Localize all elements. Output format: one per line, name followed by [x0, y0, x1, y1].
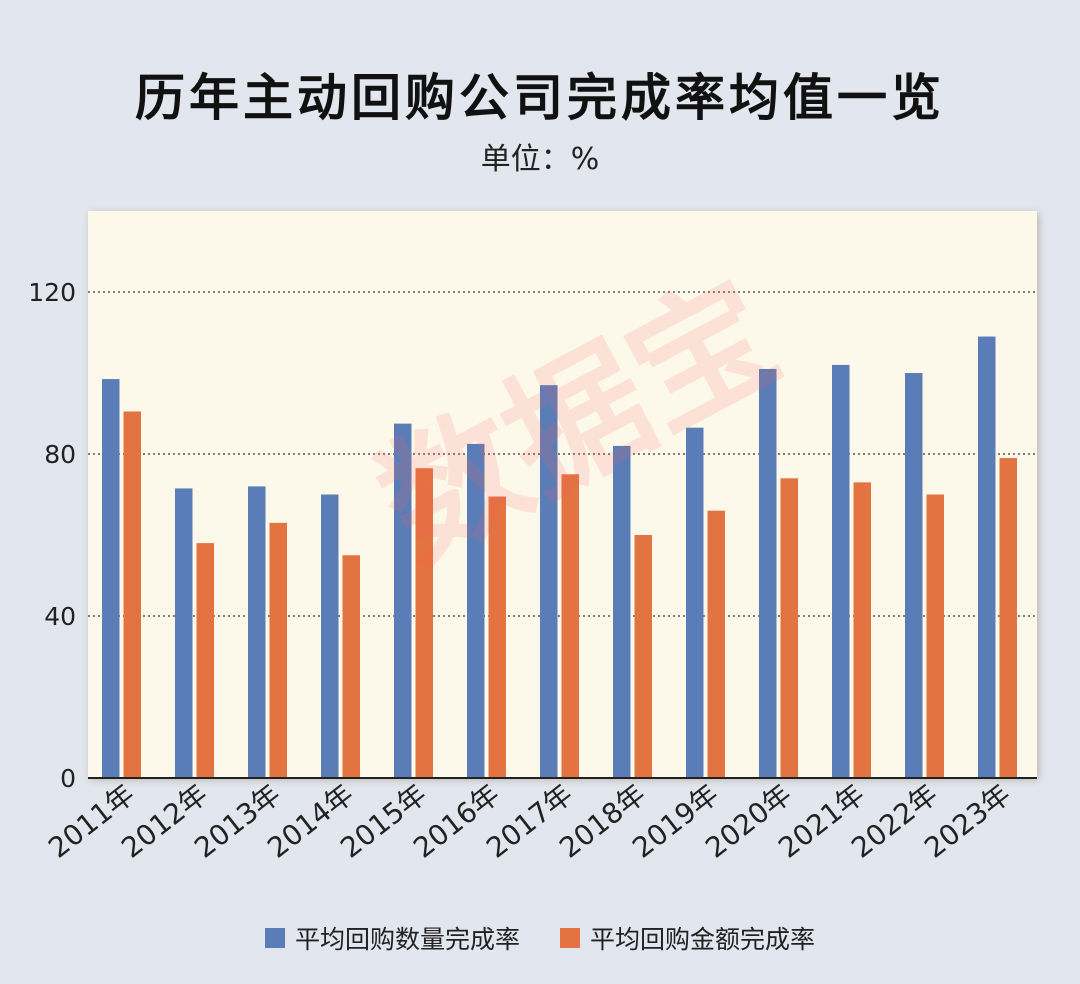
- y-tick-label: 120: [28, 278, 76, 307]
- bar-series-1: [467, 443, 485, 778]
- bar-series-2: [342, 555, 360, 778]
- bar-series-2: [634, 535, 652, 778]
- bar-series-1: [540, 385, 558, 778]
- bar-series-1: [686, 427, 704, 778]
- bar-series-1: [613, 445, 631, 778]
- bar-series-2: [123, 411, 141, 778]
- bar-series-2: [415, 468, 433, 778]
- bar-series-2: [269, 522, 287, 778]
- bar-series-1: [759, 368, 777, 778]
- legend-label-series-2: 平均回购金额完成率: [590, 925, 816, 954]
- bar-series-2: [926, 494, 944, 778]
- bar-series-1: [248, 486, 266, 778]
- bar-series-2: [999, 458, 1017, 778]
- legend-item-series-2: 平均回购金额完成率: [560, 920, 815, 956]
- bar-series-2: [196, 543, 214, 778]
- bar-series-2: [707, 510, 725, 778]
- chart-title: 历年主动回购公司完成率均值一览: [135, 69, 945, 127]
- bar-series-2: [561, 474, 579, 778]
- legend-label-series-1: 平均回购数量完成率: [294, 925, 520, 954]
- bar-series-1: [832, 364, 850, 778]
- chart-unit-subtitle: 单位：%: [480, 142, 600, 177]
- legend-item-series-1: 平均回购数量完成率: [264, 920, 520, 956]
- bar-series-2: [780, 478, 798, 778]
- legend-swatch-series-2: [560, 928, 580, 948]
- bar-series-1: [321, 494, 339, 778]
- bar-series-1: [175, 488, 193, 778]
- chart-legend: 平均回购数量完成率 平均回购金额完成率: [0, 920, 1080, 956]
- bar-series-1: [394, 423, 412, 778]
- bar-series-1: [102, 379, 120, 778]
- bar-series-2: [853, 482, 871, 778]
- legend-swatch-series-1: [264, 928, 285, 948]
- bar-series-1: [978, 336, 996, 778]
- y-tick-label: 80: [44, 440, 76, 469]
- y-tick-label: 0: [60, 764, 76, 793]
- y-tick-label: 40: [44, 602, 76, 631]
- bar-series-1: [905, 373, 923, 778]
- bar-series-2: [488, 496, 506, 778]
